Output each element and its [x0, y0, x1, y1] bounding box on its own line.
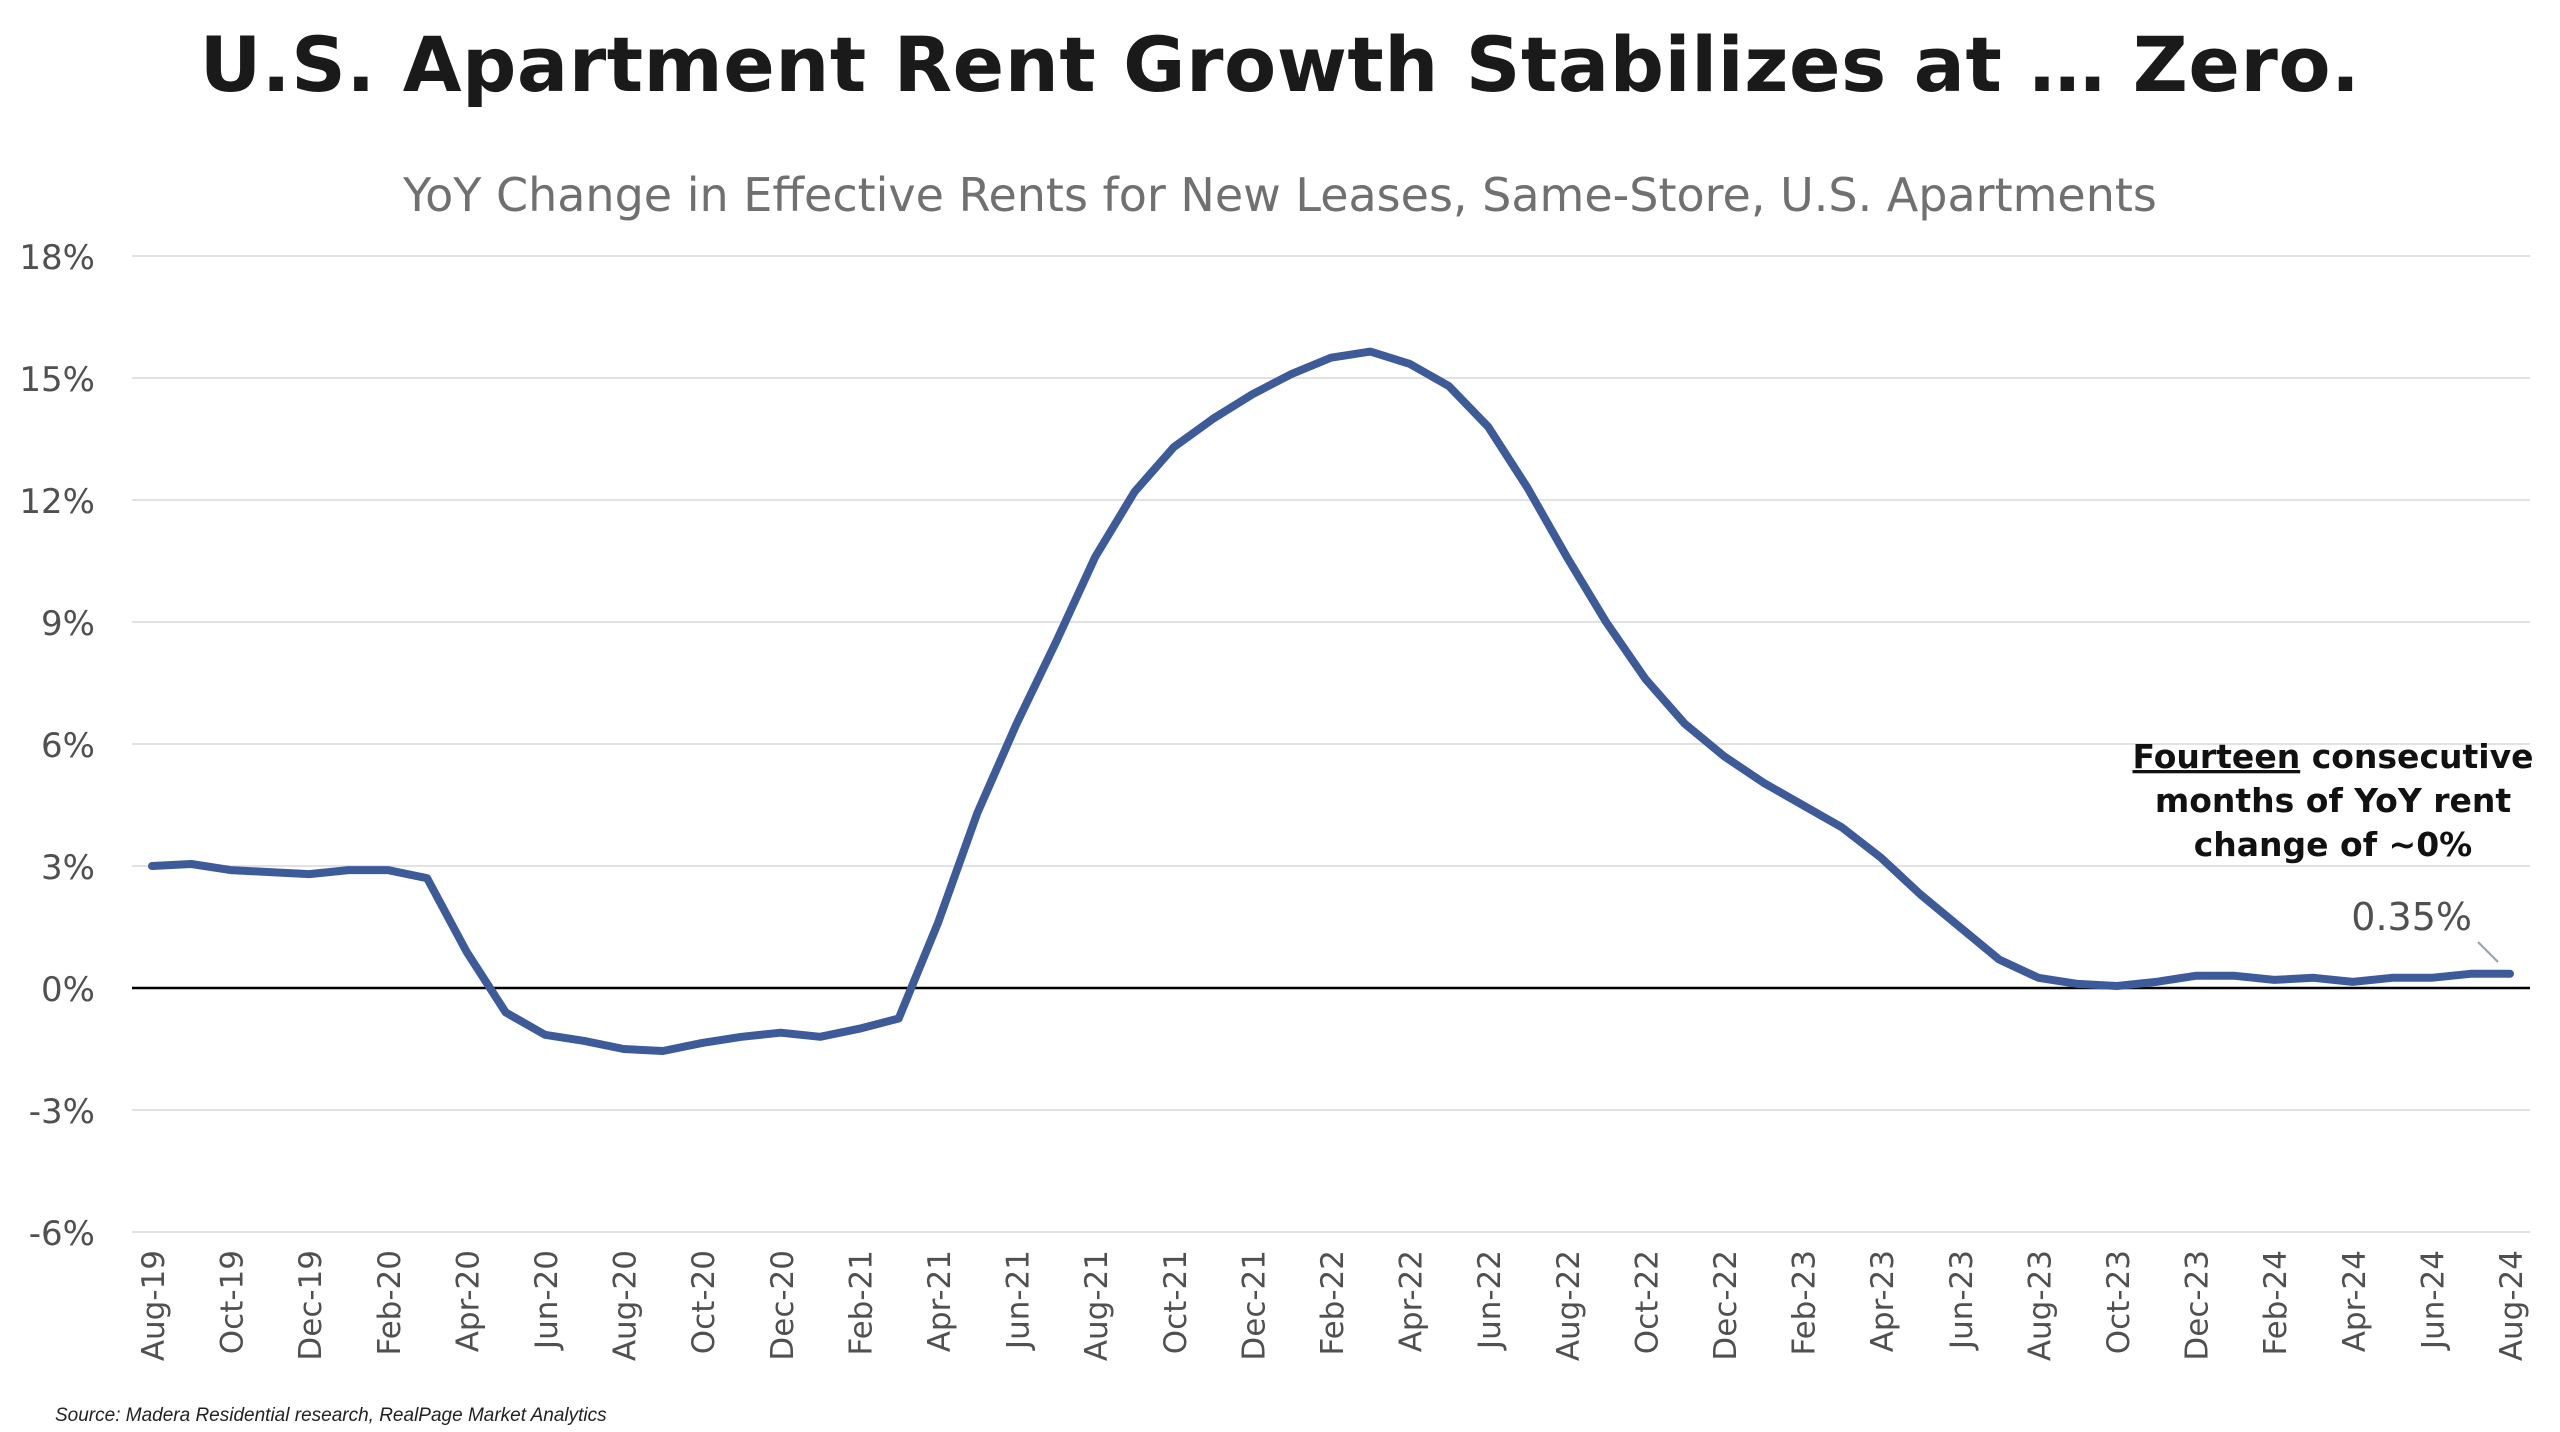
y-tick-label: 12% [19, 482, 95, 522]
y-tick-label: -6% [29, 1214, 95, 1254]
x-tick-label: Jun-23 [1944, 1250, 1980, 1351]
annotation-emphasis: Fourteen [2133, 737, 2301, 776]
x-tick-label: Dec-21 [1236, 1250, 1272, 1361]
x-tick-label: Dec-20 [765, 1250, 801, 1361]
x-tick-label: Aug-19 [136, 1250, 172, 1361]
y-tick-label: 18% [19, 238, 95, 278]
source-note: Source: Madera Residential research, Rea… [55, 1405, 607, 1426]
x-tick-label: Oct-21 [1158, 1250, 1194, 1354]
annotation-line-1: Fourteen consecutive [2133, 737, 2534, 776]
x-tick-label: Oct-22 [1629, 1250, 1665, 1354]
x-tick-label: Oct-20 [686, 1250, 722, 1354]
x-tick-label: Aug-22 [1551, 1250, 1587, 1361]
x-tick-label: Feb-21 [843, 1250, 879, 1356]
x-tick-label: Dec-19 [293, 1250, 329, 1361]
annotation-layer: Fourteen consecutive months of YoY rent … [2133, 737, 2534, 963]
x-tick-label: Dec-23 [2180, 1250, 2216, 1361]
x-tick-label: Aug-20 [608, 1250, 644, 1361]
last-value-label: 0.35% [2351, 895, 2472, 939]
y-tick-label: 15% [19, 360, 95, 400]
series-line [148, 347, 2514, 1055]
x-tick-label: Feb-20 [372, 1250, 408, 1356]
y-tick-label: -3% [29, 1092, 95, 1132]
x-tick-label: Aug-24 [2494, 1250, 2530, 1361]
x-tick-label: Feb-23 [1787, 1250, 1823, 1356]
x-tick-label: Apr-21 [922, 1250, 958, 1352]
last-value-leader [2477, 941, 2499, 963]
x-tick-label: Aug-21 [1079, 1250, 1115, 1361]
y-tick-label: 6% [41, 726, 95, 766]
series-layer [148, 347, 2514, 1055]
y-axis-tick-labels: 18% 15% 12% 9% 6% 3% 0% -3% -6% [19, 238, 95, 1254]
chart-subtitle: YoY Change in Effective Rents for New Le… [403, 168, 2157, 222]
x-axis-tick-labels: Aug-19 Oct-19 Dec-19 Feb-20 Apr-20 Jun-20 Aug-… [136, 1250, 2530, 1361]
x-tick-label: Oct-19 [215, 1250, 251, 1354]
annotation-line-3: change of ~0% [2194, 825, 2473, 864]
x-tick-label: Jun-20 [529, 1250, 565, 1351]
x-tick-label: Jun-24 [2415, 1250, 2451, 1351]
y-tick-label: 9% [41, 604, 95, 644]
x-tick-label: Jun-21 [1001, 1250, 1037, 1351]
x-tick-label: Oct-23 [2101, 1250, 2137, 1354]
x-tick-label: Feb-22 [1315, 1250, 1351, 1356]
x-tick-label: Feb-24 [2258, 1250, 2294, 1356]
y-tick-label: 0% [41, 970, 95, 1010]
y-tick-label: 3% [41, 848, 95, 888]
annotation-line-2: months of YoY rent [2155, 781, 2512, 820]
chart-title: U.S. Apartment Rent Growth Stabilizes at… [199, 20, 2361, 109]
x-tick-label: Apr-22 [1394, 1250, 1430, 1352]
x-tick-label: Jun-22 [1472, 1250, 1508, 1351]
x-tick-label: Apr-23 [1865, 1250, 1901, 1352]
x-tick-label: Aug-23 [2022, 1250, 2058, 1361]
x-tick-label: Apr-20 [450, 1250, 486, 1352]
annotation-line-1-rest: consecutive [2300, 737, 2533, 776]
x-tick-label: Apr-24 [2337, 1250, 2373, 1352]
x-tick-label: Dec-22 [1708, 1250, 1744, 1361]
